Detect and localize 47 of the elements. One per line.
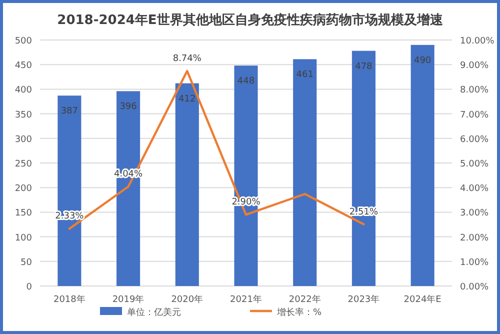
y2-tick-label: 9.00% <box>460 61 490 72</box>
y-tick-label: 200 <box>14 184 32 194</box>
y2-tick-label: 3.00% <box>460 208 490 219</box>
data-label: 478 <box>355 62 373 72</box>
bar <box>58 96 82 286</box>
x-tick-label: 2018年 <box>53 294 86 305</box>
y-tick-label: 0 <box>26 282 32 292</box>
x-tick-label: 2024年E <box>404 294 442 305</box>
y-tick-label: 150 <box>14 208 32 219</box>
bar <box>352 50 376 286</box>
y-tick-label: 50 <box>20 258 32 268</box>
y-tick-label: 350 <box>14 110 32 120</box>
y-tick-label: 400 <box>14 86 32 96</box>
x-tick-label: 2021年 <box>230 294 262 305</box>
y2-tick-label: 8.00% <box>460 86 490 96</box>
data-label: 461 <box>296 70 314 80</box>
y-tick-label: 500 <box>14 36 32 46</box>
y2-tick-label: 6.00% <box>460 134 490 145</box>
bar <box>410 44 434 286</box>
y2-tick-label: 10.00% <box>460 36 495 46</box>
bar <box>116 91 140 286</box>
y-tick-label: 250 <box>14 160 32 170</box>
bar <box>293 59 317 286</box>
data-label: 448 <box>237 76 255 87</box>
data-label: 412 <box>178 94 196 104</box>
y-tick-label: 300 <box>14 134 32 145</box>
x-tick-label: 2023年 <box>348 294 380 305</box>
data-label: 490 <box>414 56 432 66</box>
y-tick-label: 100 <box>14 233 32 244</box>
x-tick-label: 2022年 <box>288 294 321 305</box>
legend-label: 单位：亿美元 <box>127 307 181 318</box>
data-label: 396 <box>120 102 138 112</box>
chart-title: 2018-2024年E世界其他地区自身免疫性疾病药物市场规模及增速 <box>57 12 444 28</box>
y2-tick-label: 1.00% <box>460 258 490 268</box>
y2-tick-label: 4.00% <box>460 184 490 194</box>
bar <box>234 66 258 286</box>
y2-tick-label: 0.00% <box>460 282 490 292</box>
data-label: 387 <box>60 106 78 117</box>
data-label: 8.74% <box>172 54 202 64</box>
x-tick-label: 2020年 <box>171 294 204 305</box>
x-tick-label: 2019年 <box>112 294 144 305</box>
y-tick-label: 450 <box>14 61 32 72</box>
y2-tick-label: 7.00% <box>460 110 490 120</box>
legend-label: 增长率：% <box>276 307 322 318</box>
bar <box>175 83 199 286</box>
y2-tick-label: 2.00% <box>460 233 490 244</box>
y2-tick-label: 5.00% <box>460 160 490 170</box>
